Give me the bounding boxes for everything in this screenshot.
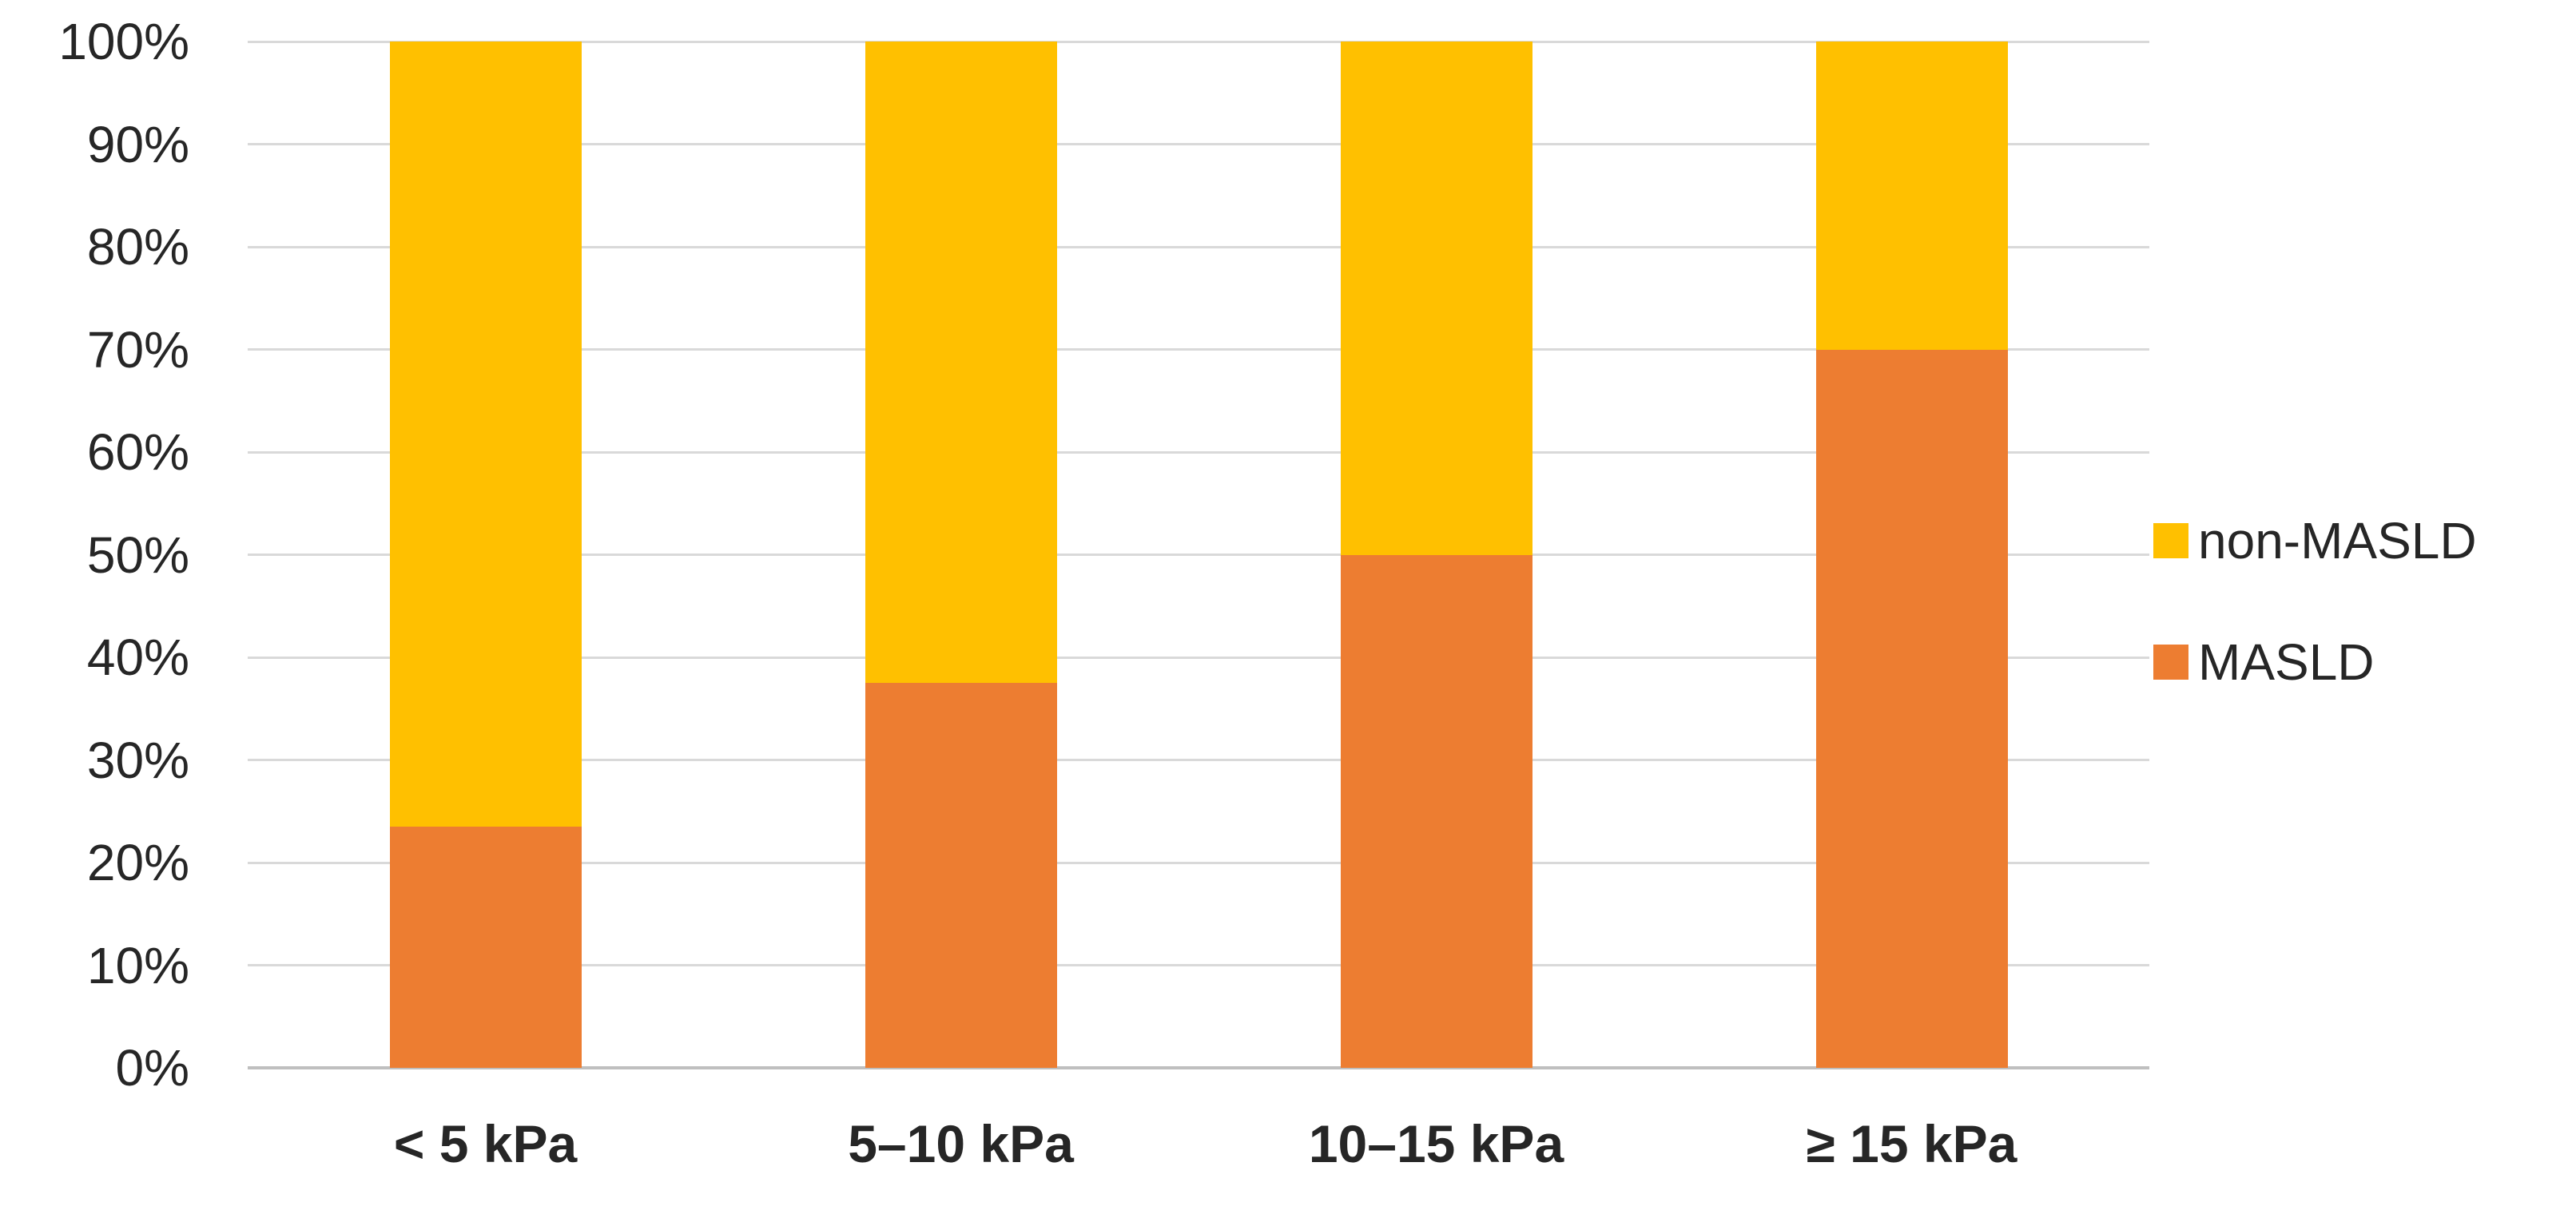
gridline [248,348,2149,351]
gridline [248,450,2149,454]
bar-segment-non-masld [389,42,582,827]
y-tick-label: 60% [86,423,189,481]
x-category-label: ≥ 15 kPa [1806,1114,2017,1173]
gridline [248,143,2149,145]
gridline [248,861,2149,864]
bar-segment-masld [1340,554,1532,1068]
gridline [248,40,2149,43]
legend-entry-masld: MASLD [2153,637,2375,688]
y-tick-label: 80% [86,218,189,276]
legend-swatch-icon [2153,523,2188,558]
legend-label: MASLD [2198,633,2375,691]
bar-segment-non-masld [1815,42,2008,350]
y-tick-label: 20% [86,834,189,891]
y-tick-label: 90% [86,115,189,173]
bar-segment-masld [389,827,582,1068]
x-axis-line [248,1066,2149,1069]
legend-swatch-icon [2153,645,2188,680]
y-tick-label: 30% [86,731,189,789]
legend-entry-non-masld: non-MASLD [2153,515,2477,566]
gridline [248,759,2149,761]
x-category-label: 10–15 kPa [1308,1114,1564,1173]
x-category-label: < 5 kPa [393,1114,578,1173]
bar-segment-masld [1815,349,2008,1068]
y-tick-label: 70% [86,320,189,379]
y-tick-label: 40% [86,629,189,686]
x-category-label: 5–10 kPa [848,1114,1074,1173]
y-tick-label: 100% [58,13,189,70]
bar-segment-non-masld [865,42,1057,684]
y-tick-label: 0% [115,1039,190,1097]
gridline [248,245,2149,248]
y-tick-label: 10% [86,936,189,994]
gridline [248,656,2149,659]
gridline [248,964,2149,966]
legend-label: non-MASLD [2198,512,2477,569]
y-tick-label: 50% [86,526,189,584]
bar-segment-masld [865,683,1057,1068]
gridline [248,553,2149,556]
bar-segment-non-masld [1340,42,1532,555]
